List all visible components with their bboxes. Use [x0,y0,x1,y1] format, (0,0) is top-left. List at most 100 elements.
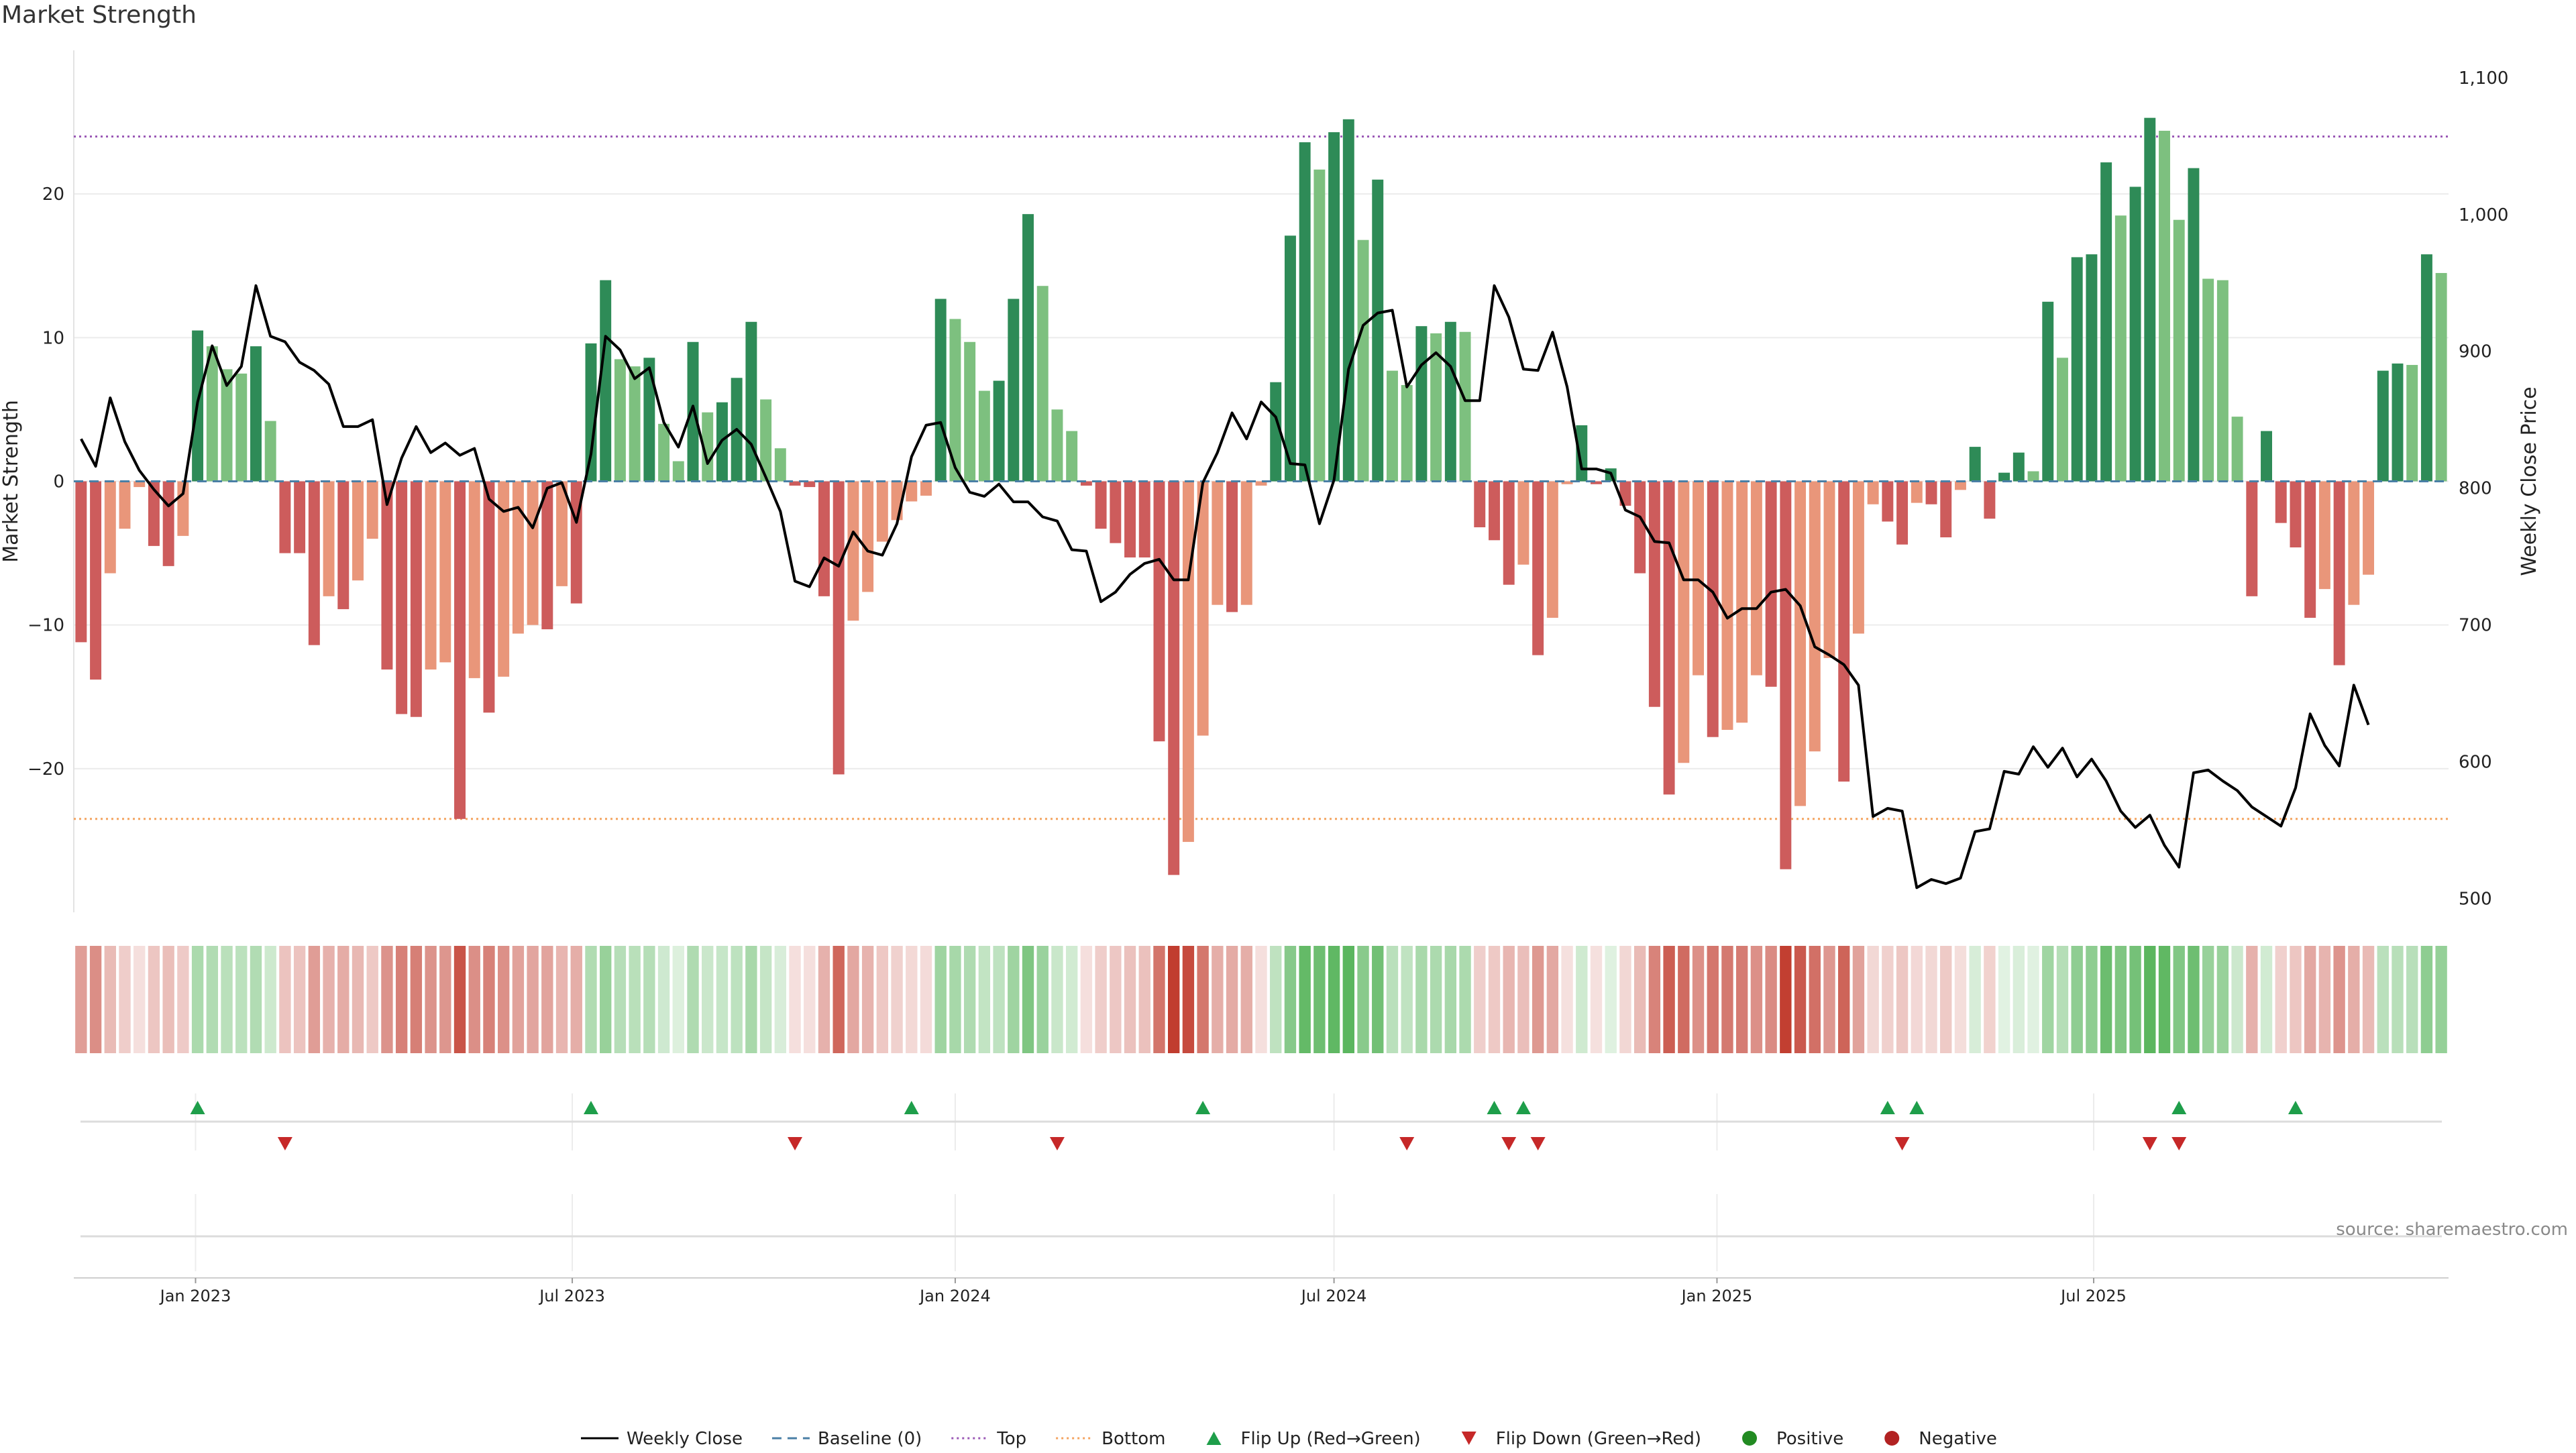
heat-cell [833,946,845,1053]
heat-cell [439,946,451,1053]
flip-up-marker [1487,1101,1502,1114]
heat-cell [527,946,539,1053]
heat-cell [162,946,174,1053]
strength-bar [1838,481,1850,782]
heat-cell [1008,946,1020,1053]
strength-bar [2435,272,2447,482]
heat-cell [1138,946,1150,1053]
heat-cell [250,946,262,1053]
strength-bar [381,481,393,670]
strength-bar [2261,431,2272,482]
strength-bar [1328,132,1340,482]
heat-cell [774,946,786,1053]
heat-cell [2100,946,2112,1053]
heat-cell [2246,946,2258,1053]
heat-cell [2129,946,2141,1053]
strength-bar [1212,481,1224,605]
strength-bar [425,481,437,670]
strength-bar [2202,278,2214,482]
heat-cell [293,946,306,1053]
heat-cell [2158,946,2171,1053]
strength-bar [629,366,641,482]
y-tick-label: 0 [53,472,64,492]
strength-bar [833,481,845,775]
strength-bar [804,481,816,488]
heat-cell [104,946,116,1053]
y-tick-label: −10 [28,616,64,636]
strength-bar [1852,481,1864,634]
heat-cell [1226,946,1238,1053]
heat-cell [1561,946,1573,1053]
heat-cell [1503,946,1515,1053]
legend-label: Weekly Close [627,1429,743,1449]
strength-bar [585,343,597,482]
heat-cell [2114,946,2127,1053]
strength-bar [1823,481,1835,658]
strength-bar [862,481,874,592]
heat-cell [221,946,233,1053]
heat-cell [745,946,757,1053]
y2-tick-label: 600 [2459,753,2492,773]
heat-cell [1663,946,1675,1053]
heat-cell [1328,946,1340,1053]
heat-cell [1386,946,1399,1053]
heat-cell [148,946,160,1053]
strength-bar [789,481,801,486]
strength-bar [1503,481,1515,585]
strength-bar [2333,481,2345,665]
heat-cell [1648,946,1661,1053]
strength-bar [235,373,248,482]
legend-label: Positive [1776,1429,1843,1449]
legend-swatch [1884,1431,1900,1446]
strength-bar [1459,331,1471,482]
heat-cell [1124,946,1136,1053]
heat-cell [1401,946,1413,1053]
strength-bar [75,481,87,643]
heat-cell [2333,946,2345,1053]
strength-bar [1867,481,1879,504]
heat-cell [366,946,378,1053]
y-tick-label: 10 [42,328,64,348]
strength-bar [1240,481,1252,605]
strength-bar [90,481,102,680]
heat-cell [2173,946,2185,1053]
strength-bar [2086,254,2098,482]
heat-cell [468,946,480,1053]
strength-bar [2114,215,2127,482]
heat-cell [497,946,510,1053]
strength-bar [993,380,1005,482]
strength-bar [1940,481,1952,538]
strength-bar [439,481,451,663]
strength-bar [1008,299,1020,482]
heat-cell [1984,946,1996,1053]
strength-bar [1284,235,1296,482]
strength-bar [410,481,422,717]
heat-cell [716,946,729,1053]
heat-cell [483,946,495,1053]
strength-bar [1022,214,1034,482]
heat-cell [861,946,874,1053]
strength-bar [454,481,466,819]
strength-bar [964,341,976,482]
heat-cell [1750,946,1763,1053]
heat-cell [1707,946,1719,1053]
legend-swatch [1461,1432,1477,1445]
heat-cell [891,946,903,1053]
strength-bar [541,481,553,630]
heat-cell [1051,946,1063,1053]
strength-bar [847,481,859,621]
heat-cell [1357,946,1369,1053]
weekly-close-line [80,284,2370,890]
heat-cell [1299,946,1311,1053]
heat-cell [1721,946,1733,1053]
strength-bar [2348,481,2360,605]
heat-cell [1940,946,1952,1053]
heat-cell [963,946,976,1053]
flip-up-marker [1909,1101,1925,1114]
strength-bar [745,321,757,482]
strength-bar [1270,382,1282,482]
heat-cell [1546,946,1559,1053]
flip-up-marker [904,1101,919,1114]
heat-cell [643,946,655,1053]
